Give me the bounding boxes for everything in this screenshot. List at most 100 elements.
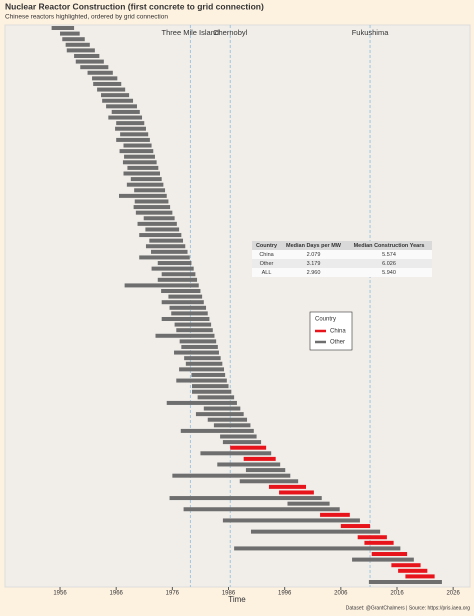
reactor-bar bbox=[180, 428, 254, 433]
reactor-bar bbox=[134, 188, 166, 193]
table-cell: 2.960 bbox=[307, 270, 321, 276]
reactor-bar bbox=[60, 31, 80, 36]
reactor-bar bbox=[74, 53, 100, 58]
reactor-bar bbox=[179, 339, 217, 344]
reactor-bar bbox=[143, 216, 175, 221]
reactor-bar bbox=[101, 93, 130, 98]
reactor-bar bbox=[169, 496, 322, 501]
reactor-bar bbox=[92, 76, 118, 81]
reactor-bar bbox=[149, 238, 184, 243]
reactor-bar bbox=[279, 490, 314, 495]
reactor-bar bbox=[234, 546, 401, 551]
reactor-bar bbox=[239, 479, 299, 484]
reactor-bar bbox=[102, 98, 134, 103]
reactor-bar bbox=[130, 177, 162, 182]
table-header: Median Construction Years bbox=[354, 243, 425, 249]
reactor-bar bbox=[145, 244, 186, 249]
reactor-bar bbox=[106, 104, 137, 109]
reactor-bar bbox=[65, 42, 90, 47]
reactor-bar bbox=[181, 344, 218, 349]
reactor-bar bbox=[122, 160, 157, 165]
reactor-bar bbox=[51, 26, 75, 30]
reactor-bar bbox=[287, 501, 330, 506]
reactor-bar bbox=[371, 552, 408, 557]
reactor-bar bbox=[126, 182, 164, 187]
table-row-bg bbox=[252, 250, 432, 259]
reactor-bar bbox=[137, 221, 177, 226]
reactor-bar bbox=[145, 227, 180, 232]
reactor-bar bbox=[213, 423, 251, 428]
reactor-bar bbox=[139, 255, 190, 260]
reactor-bar bbox=[184, 356, 221, 361]
reactor-bar bbox=[195, 412, 244, 417]
chart-title: Nuclear Reactor Construction (first conc… bbox=[5, 1, 264, 11]
reactor-bar bbox=[155, 333, 215, 338]
reactor-bar bbox=[75, 59, 104, 64]
reactor-bar bbox=[391, 563, 421, 568]
reactor-bar bbox=[220, 434, 257, 439]
reactor-bar bbox=[151, 249, 188, 254]
reactor-bar bbox=[183, 507, 340, 512]
table-header: Country bbox=[256, 243, 278, 249]
reactor-bar bbox=[179, 367, 225, 372]
reactor-bar bbox=[133, 205, 171, 210]
event-label: Fukushima bbox=[352, 28, 390, 37]
reactor-bar bbox=[151, 266, 194, 271]
reactor-bar bbox=[222, 440, 262, 445]
caption: Dataset: @GrantChalmers | Source: https:… bbox=[346, 605, 470, 611]
x-tick-label: 2016 bbox=[390, 591, 404, 597]
reactor-bar bbox=[243, 456, 276, 461]
reactor-bar bbox=[364, 540, 394, 545]
x-tick-label: 1986 bbox=[222, 591, 236, 597]
x-tick-label: 1956 bbox=[53, 591, 67, 597]
x-tick-label: 1996 bbox=[278, 591, 292, 597]
reactor-bar bbox=[169, 305, 207, 310]
reactor-bar bbox=[123, 143, 152, 148]
reactor-bar bbox=[123, 171, 160, 176]
reactor-bar bbox=[124, 283, 199, 288]
reactor-bar bbox=[352, 557, 414, 562]
reactor-bar bbox=[111, 109, 140, 114]
table-cell: 5.940 bbox=[382, 270, 396, 276]
reactor-bar bbox=[230, 445, 267, 450]
reactor-bar bbox=[135, 210, 173, 215]
reactor-bar bbox=[207, 417, 248, 422]
event-label: Chernobyl bbox=[213, 28, 248, 37]
reactor-bar bbox=[116, 121, 145, 126]
reactor-bar bbox=[161, 289, 201, 294]
reactor-bar bbox=[176, 378, 227, 383]
reactor-bar bbox=[357, 535, 387, 540]
x-tick-label: 1966 bbox=[110, 591, 124, 597]
reactor-bar bbox=[66, 48, 95, 53]
plot-panel bbox=[4, 24, 471, 588]
x-tick-label: 1976 bbox=[166, 591, 180, 597]
table-row-bg bbox=[252, 268, 432, 277]
table-cell: 5.574 bbox=[382, 252, 396, 258]
reactor-bar bbox=[398, 568, 428, 573]
reactor-bar bbox=[217, 462, 281, 467]
reactor-bar bbox=[203, 406, 241, 411]
reactor-bar bbox=[340, 524, 371, 529]
table-header-bg bbox=[252, 241, 432, 250]
reactor-bar bbox=[62, 37, 85, 42]
reactor-bar bbox=[124, 154, 155, 159]
legend-title: Country bbox=[315, 317, 336, 323]
reactor-bar bbox=[192, 389, 232, 394]
reactor-bar bbox=[161, 316, 210, 321]
reactor-bar bbox=[174, 322, 212, 327]
table-cell: ALL bbox=[262, 270, 272, 276]
reactor-bar bbox=[166, 400, 237, 405]
reactor-bar bbox=[127, 165, 159, 170]
reactor-bar bbox=[176, 328, 213, 333]
reactor-bar bbox=[185, 361, 223, 366]
reactor-bar bbox=[250, 529, 381, 534]
reactor-bar bbox=[93, 81, 122, 86]
reactor-bar bbox=[97, 87, 126, 92]
reactor-bar bbox=[192, 384, 229, 389]
reactor-bar bbox=[115, 126, 146, 131]
reactor-bar bbox=[119, 149, 154, 154]
reactor-bar bbox=[161, 300, 204, 305]
reactor-bar bbox=[320, 512, 350, 517]
